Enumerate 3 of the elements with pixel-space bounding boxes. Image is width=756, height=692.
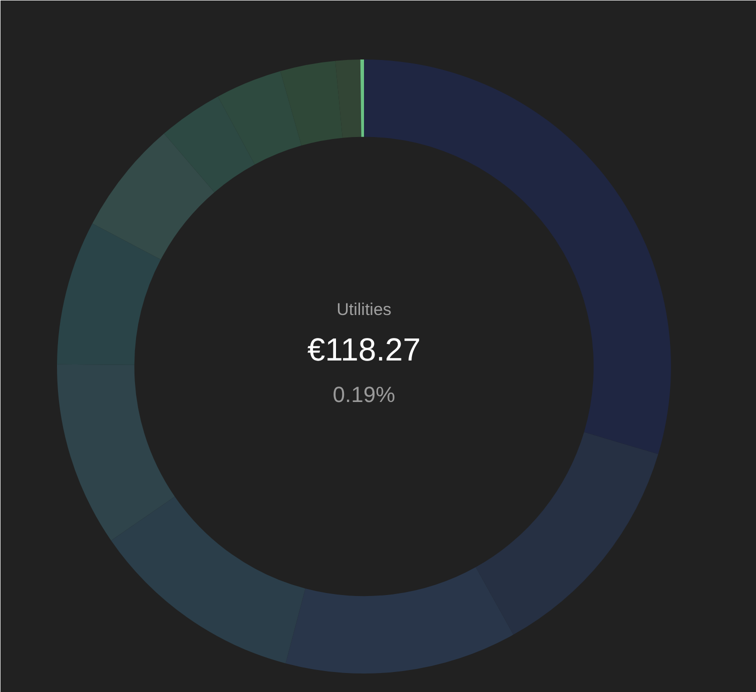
slice-label: Utilities bbox=[336, 300, 392, 319]
text: 0.19% bbox=[332, 382, 396, 407]
text: €118.27 bbox=[307, 332, 421, 368]
